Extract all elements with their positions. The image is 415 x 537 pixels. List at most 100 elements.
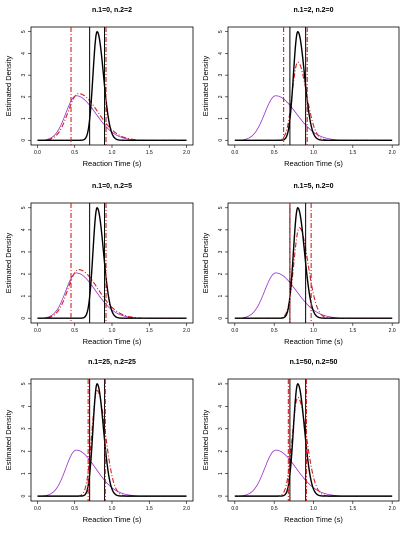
y-tick-label: 0 (21, 317, 27, 320)
x-tick-label: 2.0 (183, 328, 190, 334)
x-tick-label: 1.5 (349, 328, 356, 334)
y-tick-label: 1 (218, 472, 224, 475)
x-tick-label: 1.0 (109, 328, 116, 334)
y-tick-label: 3 (218, 427, 224, 430)
y-tick-label: 0 (218, 139, 224, 142)
plot-area (234, 203, 393, 323)
panel-title: n.1=50, n.2=50 (290, 359, 338, 366)
y-axis-label: Estimated Density (201, 56, 210, 117)
panel-title: n.1=2, n.2=0 (293, 7, 333, 14)
x-tick-label: 1.5 (146, 506, 153, 512)
y-tick-label: 4 (21, 405, 27, 408)
x-tick-label: 2.0 (389, 328, 396, 334)
panel-title: n.1=0, n.2=2 (92, 7, 132, 14)
x-tick-label: 1.5 (349, 506, 356, 512)
plot-frame (227, 202, 400, 324)
x-tick-label: 1.0 (109, 506, 116, 512)
y-axis-label: Estimated Density (201, 410, 210, 471)
x-tick-label: 2.0 (389, 506, 396, 512)
x-axis-label: Reaction Time (s) (284, 337, 343, 346)
x-tick-label: 1.5 (349, 150, 356, 156)
y-tick-label: 1 (21, 472, 27, 475)
x-axis-label: Reaction Time (s) (284, 515, 343, 524)
y-tick-label: 4 (21, 228, 27, 231)
plot-frame (227, 378, 400, 502)
panel-4: n.1=5, n.2=0 0.0 0.5 1.0 1.5 2.0 0 1 2 3 4 5 Reactio… (201, 183, 400, 346)
y-tick-label: 1 (21, 295, 27, 298)
x-tick-label: 0.0 (231, 506, 238, 512)
x-tick-label: 0.5 (71, 150, 78, 156)
y-tick-label: 3 (21, 250, 27, 253)
y-tick-label: 2 (218, 95, 224, 98)
panel-3: n.1=0, n.2=5 0.0 0.5 1.0 1.5 2.0 0 1 2 3 4 5 Reactio… (4, 183, 194, 346)
x-tick-label: 2.0 (183, 506, 190, 512)
y-tick-label: 3 (218, 74, 224, 77)
panel-5: n.1=25, n.2=25 0.0 0.5 1.0 1.5 2.0 0 1 2 3 4 5 React… (4, 359, 194, 524)
x-tick-label: 2.0 (389, 150, 396, 156)
y-tick-label: 2 (21, 95, 27, 98)
x-tick-label: 0.0 (231, 328, 238, 334)
x-tick-label: 2.0 (183, 150, 190, 156)
y-tick-label: 5 (21, 30, 27, 33)
y-tick-label: 0 (21, 139, 27, 142)
panel-2: n.1=2, n.2=0 0.0 0.5 1.0 1.5 2.0 0 1 2 3 4 5 Reactio… (201, 7, 400, 168)
x-tick-label: 0.5 (71, 328, 78, 334)
x-axis-label: Reaction Time (s) (83, 337, 142, 346)
y-tick-label: 1 (218, 295, 224, 298)
estimate-b-curve (234, 396, 393, 497)
y-axis-label: Estimated Density (4, 410, 13, 471)
y-tick-label: 2 (21, 272, 27, 275)
plot-area (234, 379, 393, 501)
x-tick-label: 0.0 (34, 150, 41, 156)
y-tick-label: 5 (218, 382, 224, 385)
y-tick-label: 3 (21, 427, 27, 430)
true-density-curve (234, 383, 393, 497)
panel-title: n.1=5, n.2=0 (293, 183, 333, 190)
panel-6: n.1=50, n.2=50 0.0 0.5 1.0 1.5 2.0 0 1 2 3 4 5 React… (201, 359, 400, 524)
y-tick-label: 5 (218, 206, 224, 209)
y-tick-label: 5 (218, 30, 224, 33)
y-tick-label: 2 (21, 450, 27, 453)
x-axis-label: Reaction Time (s) (284, 159, 343, 168)
y-axis-label: Estimated Density (201, 233, 210, 294)
x-tick-label: 0.5 (271, 150, 278, 156)
estimate-b-curve (234, 61, 393, 141)
true-density-curve (37, 206, 187, 319)
y-tick-label: 0 (218, 495, 224, 498)
true-density-curve (234, 30, 393, 141)
x-tick-label: 0.0 (34, 506, 41, 512)
x-tick-label: 1.0 (310, 328, 317, 334)
y-tick-label: 1 (218, 117, 224, 120)
x-tick-label: 0.5 (271, 328, 278, 334)
x-tick-label: 0.0 (231, 150, 238, 156)
panel-1: n.1=0, n.2=2 0.0 0.5 1.0 1.5 2.0 0 1 2 3 4 5 Reactio… (4, 7, 194, 168)
x-tick-label: 1.0 (109, 150, 116, 156)
estimate-b-curve (37, 390, 187, 497)
y-tick-label: 4 (21, 52, 27, 55)
y-tick-label: 3 (218, 250, 224, 253)
panel-title: n.1=25, n.2=25 (88, 359, 136, 366)
plot-area (234, 27, 393, 145)
x-tick-label: 0.5 (71, 506, 78, 512)
y-tick-label: 2 (218, 450, 224, 453)
plot-frame (30, 202, 194, 324)
y-tick-label: 4 (218, 405, 224, 408)
plot-area (37, 379, 187, 501)
x-tick-label: 1.5 (146, 150, 153, 156)
y-tick-label: 0 (21, 495, 27, 498)
x-tick-label: 1.0 (310, 150, 317, 156)
y-tick-label: 0 (218, 317, 224, 320)
plot-area (37, 203, 187, 323)
y-tick-label: 4 (218, 52, 224, 55)
plot-frame (30, 26, 194, 146)
y-tick-label: 5 (21, 382, 27, 385)
plot-frame (30, 378, 194, 502)
true-density-curve (234, 206, 393, 319)
y-tick-label: 5 (21, 206, 27, 209)
true-density-curve (37, 383, 187, 497)
y-tick-label: 4 (218, 228, 224, 231)
plot-frame (227, 26, 400, 146)
y-axis-label: Estimated Density (4, 56, 13, 117)
y-tick-label: 1 (21, 117, 27, 120)
